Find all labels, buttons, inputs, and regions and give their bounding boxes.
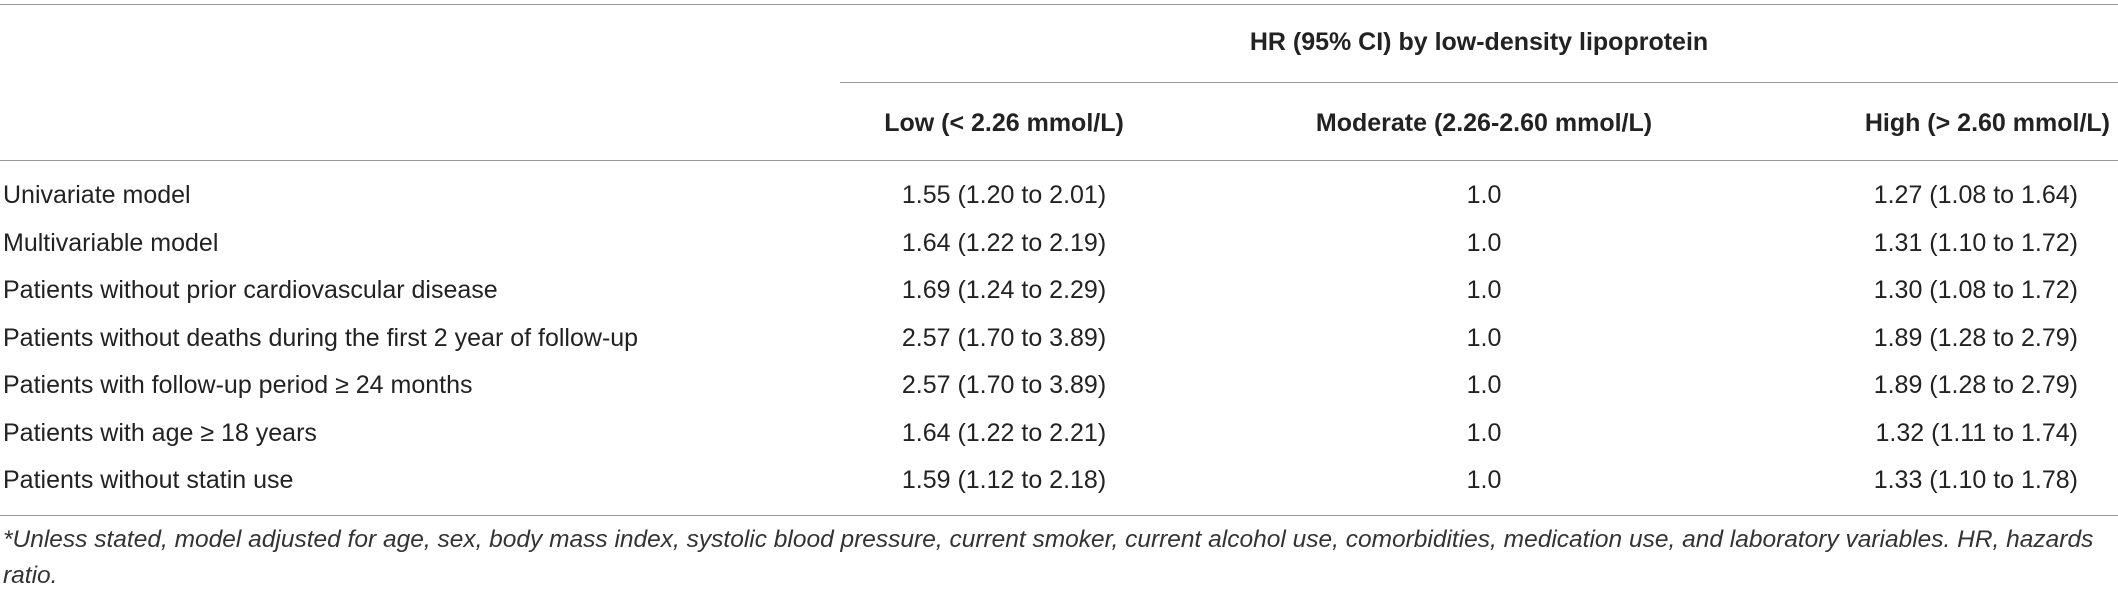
table-row: Patients without statin use 1.59 (1.12 t… <box>0 457 2118 505</box>
table-row: Patients without prior cardiovascular di… <box>0 267 2118 315</box>
cell-low: 2.57 (1.70 to 3.89) <box>901 371 1107 399</box>
cell-moderate: 1.0 <box>1466 323 1502 352</box>
header-bottom-rule <box>0 160 2118 161</box>
table-row: Multivariable model 1.64 (1.22 to 2.19) … <box>0 220 2118 268</box>
cell-moderate: 1.0 <box>1466 181 1502 209</box>
cell-low: 1.55 (1.20 to 2.01) <box>901 181 1107 209</box>
cell-high: 1.27 (1.08 to 1.64) <box>1873 181 2078 209</box>
cell-moderate: 1.0 <box>1466 371 1502 399</box>
cell-moderate: 1.0 <box>1466 418 1502 447</box>
table-row: Patients with age ≥ 18 years 1.64 (1.22 … <box>0 410 2118 458</box>
cell-low: 1.69 (1.24 to 2.29) <box>901 276 1107 304</box>
row-label: Patients with follow-up period ≥ 24 mont… <box>3 371 473 399</box>
cell-high: 1.32 (1.11 to 1.74) <box>1875 418 2078 447</box>
row-label: Patients with age ≥ 18 years <box>3 418 317 447</box>
row-label: Patients without prior cardiovascular di… <box>3 276 498 304</box>
group-header: HR (95% CI) by low-density lipoprotein <box>1249 28 1709 56</box>
cell-moderate: 1.0 <box>1466 466 1502 494</box>
row-label: Univariate model <box>3 181 191 209</box>
table-row: Patients with follow-up period ≥ 24 mont… <box>0 362 2118 410</box>
column-header-moderate: Moderate (2.26-2.60 mmol/L) <box>1315 109 1653 137</box>
table-body: Univariate model 1.55 (1.20 to 2.01) 1.0… <box>0 172 2118 505</box>
cell-high: 1.31 (1.10 to 1.72) <box>1873 228 2078 257</box>
column-header-low: Low (< 2.26 mmol/L) <box>884 109 1124 137</box>
table-bottom-rule <box>0 515 2118 516</box>
row-label: Multivariable model <box>3 228 219 257</box>
cell-high: 1.30 (1.08 to 1.72) <box>1873 276 2078 304</box>
column-header-high: High (> 2.60 mmol/L) <box>1864 109 2110 137</box>
cell-moderate: 1.0 <box>1466 228 1502 257</box>
cell-high: 1.89 (1.28 to 2.79) <box>1873 323 2078 352</box>
cell-moderate: 1.0 <box>1466 276 1502 304</box>
cell-low: 1.59 (1.12 to 2.18) <box>901 466 1107 494</box>
table-footnote: *Unless stated, model adjusted for age, … <box>3 526 2094 589</box>
cell-high: 1.33 (1.10 to 1.78) <box>1873 466 2078 494</box>
cell-low: 1.64 (1.22 to 2.21) <box>901 418 1107 447</box>
row-label: Patients without deaths during the first… <box>3 323 639 352</box>
row-label: Patients without statin use <box>3 466 294 494</box>
cell-high: 1.89 (1.28 to 2.79) <box>1873 371 2078 399</box>
table-top-rule <box>0 4 2118 5</box>
cell-low: 2.57 (1.70 to 3.89) <box>901 323 1107 352</box>
table-row: Univariate model 1.55 (1.20 to 2.01) 1.0… <box>0 172 2118 220</box>
group-header-rule <box>840 82 2118 83</box>
table-row: Patients without deaths during the first… <box>0 315 2118 363</box>
cell-low: 1.64 (1.22 to 2.19) <box>901 228 1107 257</box>
